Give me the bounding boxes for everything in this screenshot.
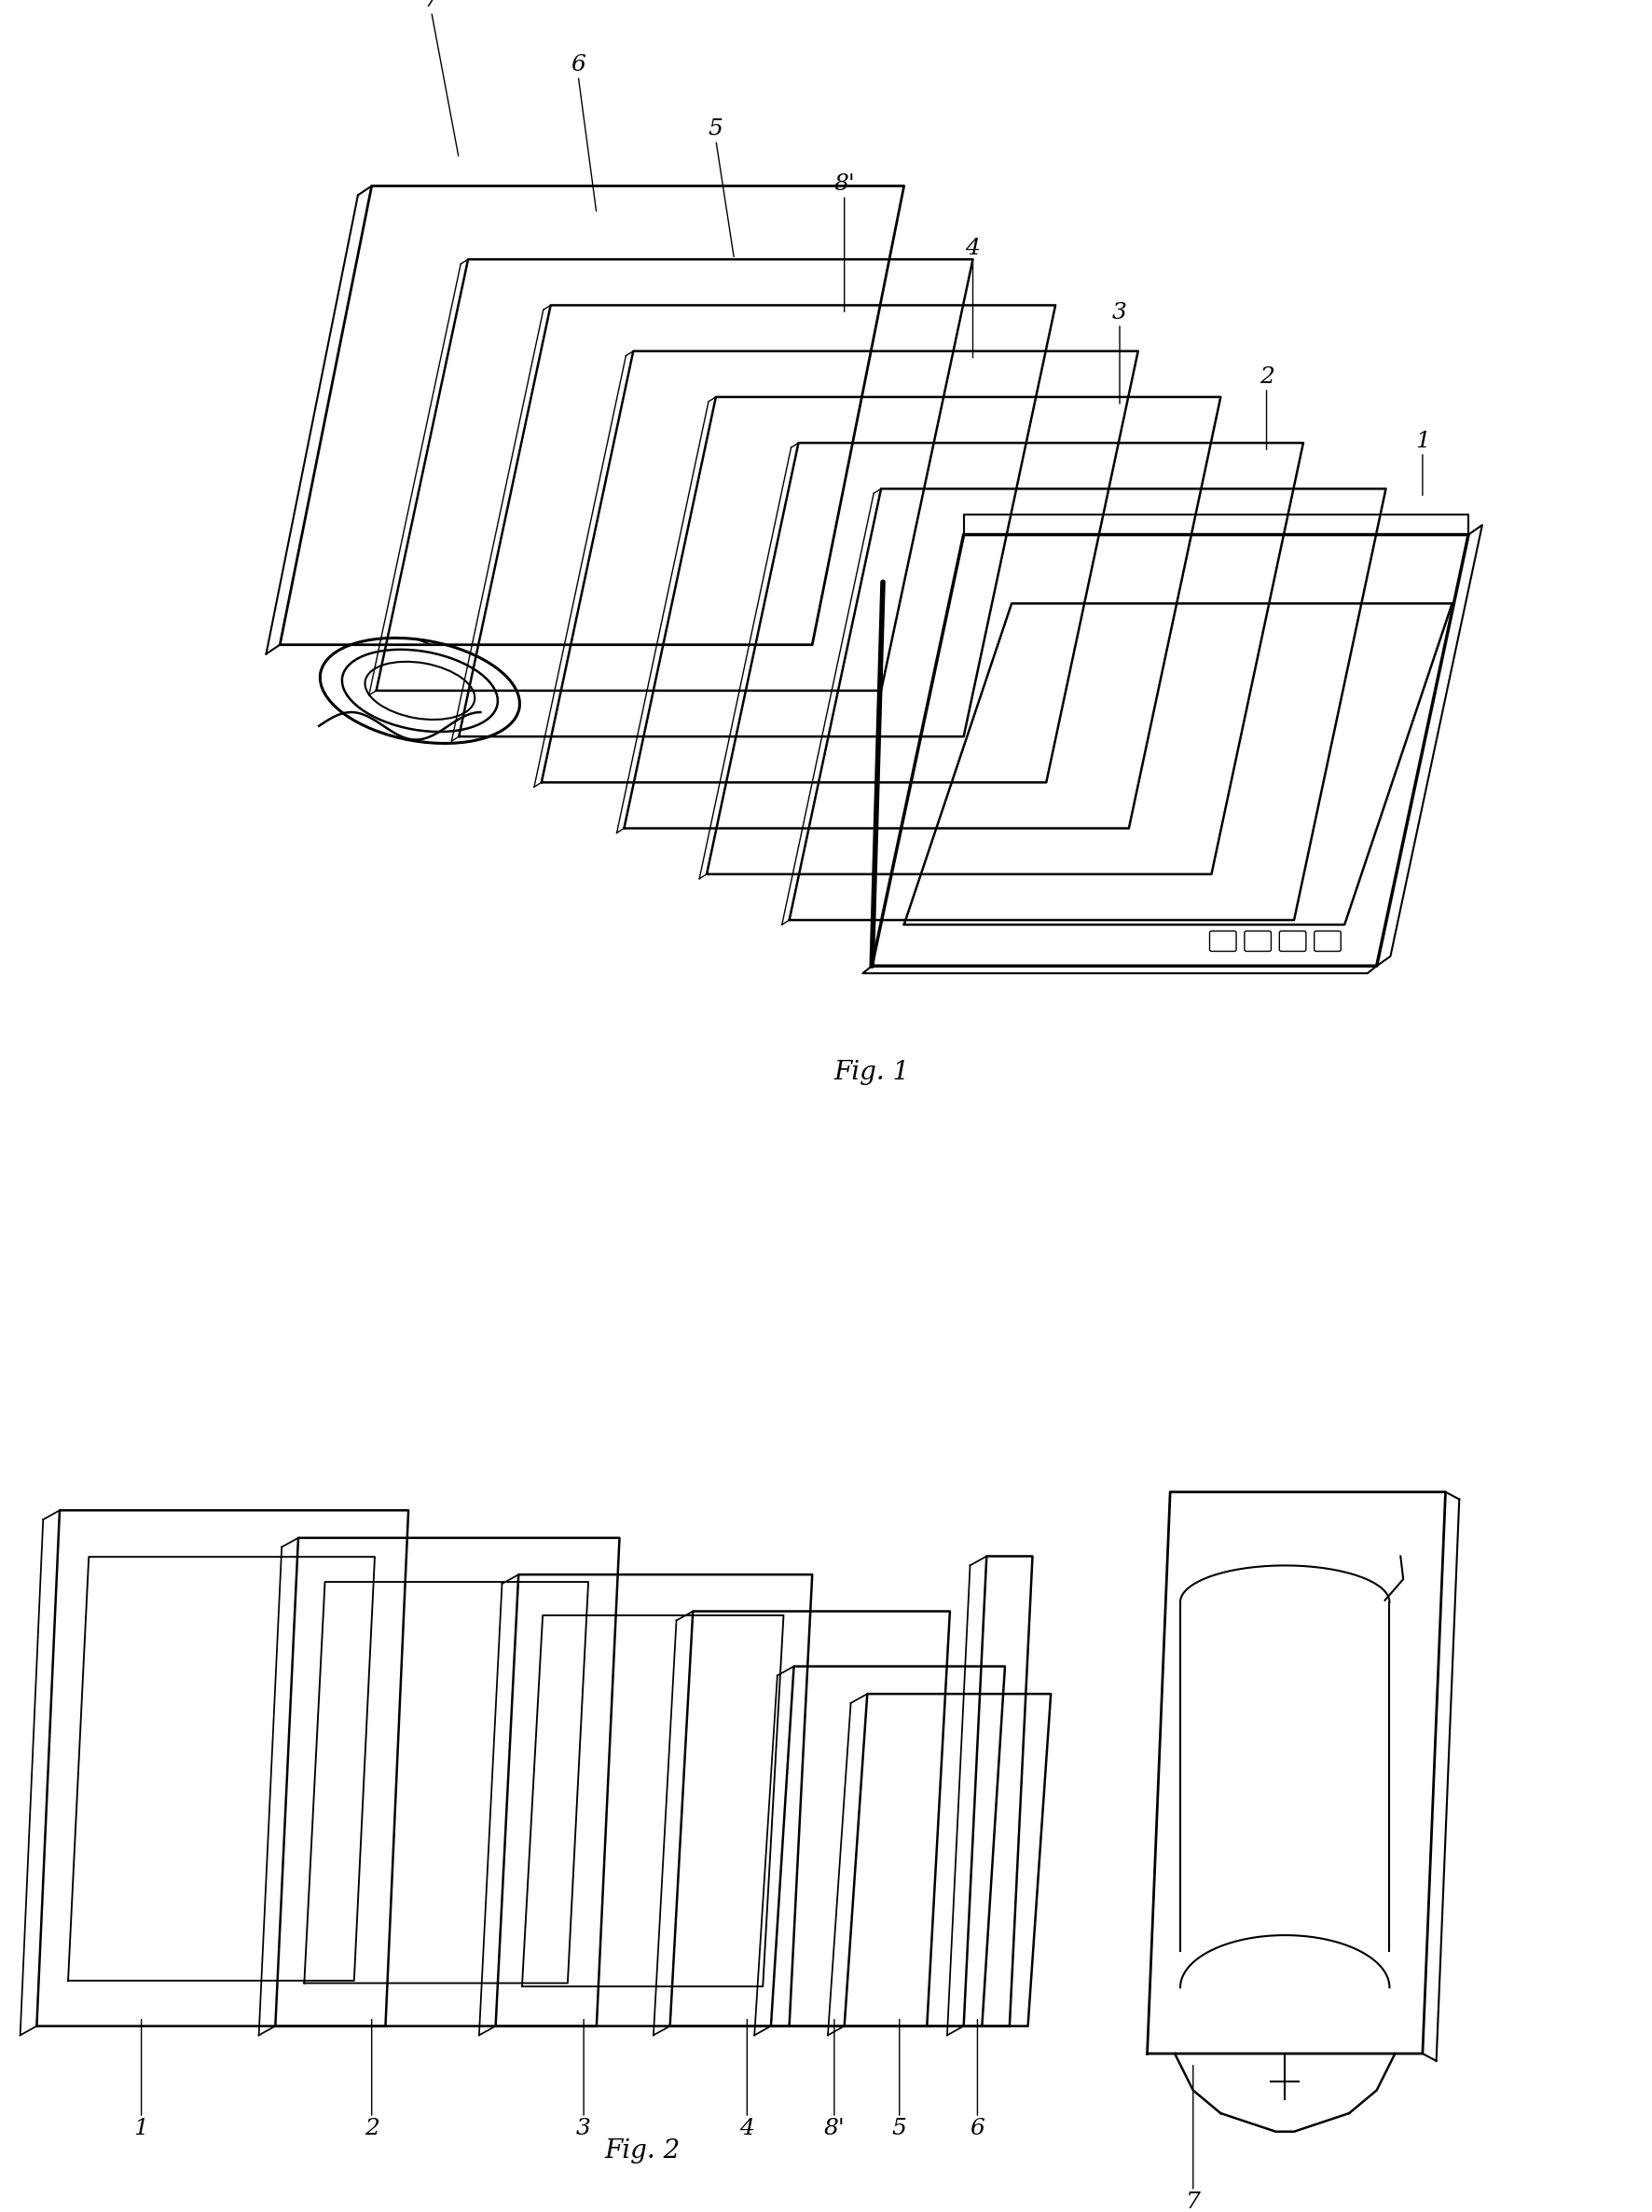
Text: 3: 3 bbox=[577, 2117, 591, 2139]
Text: 5: 5 bbox=[892, 2117, 907, 2139]
Text: Fig. 1: Fig. 1 bbox=[834, 1060, 910, 1086]
Text: 6: 6 bbox=[572, 55, 585, 75]
Text: 2: 2 bbox=[365, 2117, 378, 2139]
Text: 8': 8' bbox=[824, 2117, 844, 2139]
Text: 2: 2 bbox=[1259, 367, 1274, 387]
Text: 5: 5 bbox=[709, 119, 724, 139]
Text: 7: 7 bbox=[1186, 2192, 1201, 2212]
Text: 4: 4 bbox=[740, 2117, 755, 2139]
Text: 6: 6 bbox=[970, 2117, 985, 2139]
Text: 1: 1 bbox=[134, 2117, 149, 2139]
Text: 7: 7 bbox=[425, 0, 439, 11]
Text: 8': 8' bbox=[834, 175, 856, 195]
Text: 1: 1 bbox=[1416, 431, 1431, 451]
Text: Fig. 2: Fig. 2 bbox=[605, 2139, 681, 2163]
Text: 4: 4 bbox=[965, 239, 980, 259]
Text: 3: 3 bbox=[1112, 303, 1127, 323]
